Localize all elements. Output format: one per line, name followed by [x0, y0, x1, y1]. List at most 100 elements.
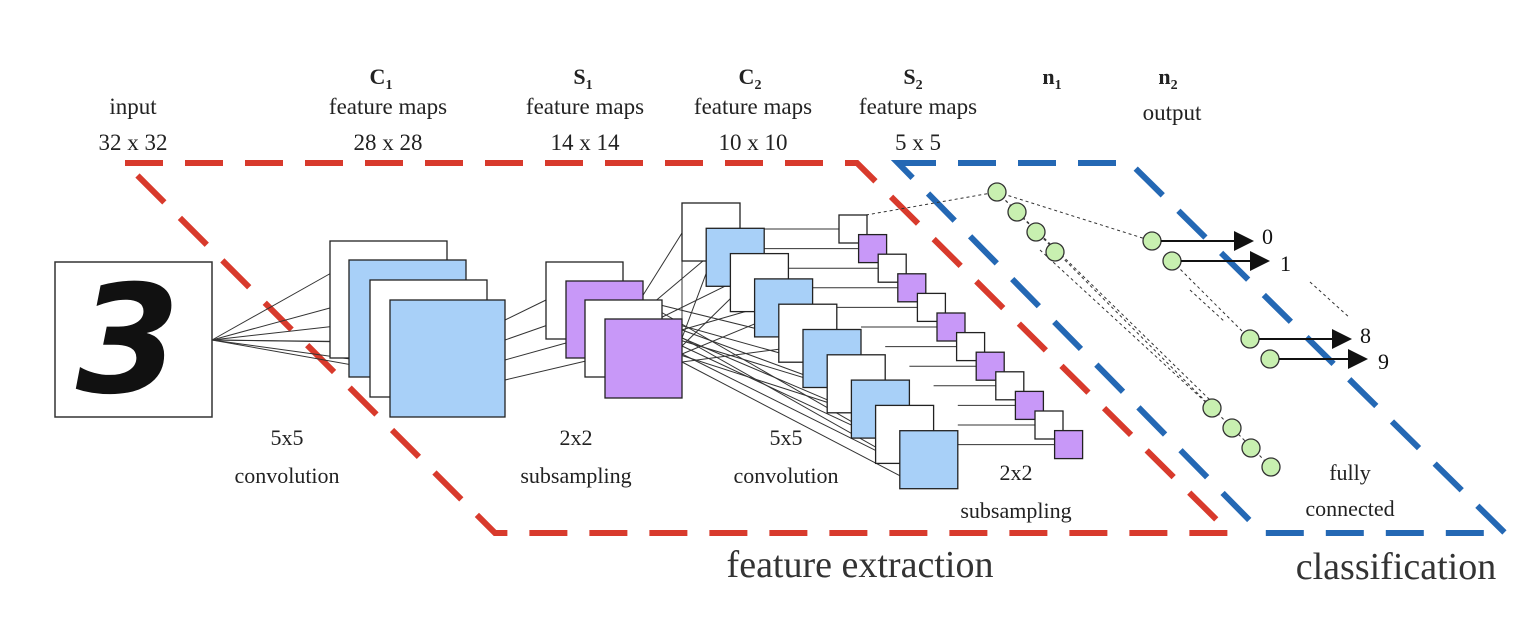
output-label: 1 [1280, 251, 1291, 276]
s2-feature-map-stack [838, 214, 1084, 460]
fc-line1: fully [1329, 460, 1371, 485]
input-image: 3 [54, 254, 213, 428]
fc-connection [865, 191, 998, 216]
fc-connection [1309, 281, 1351, 319]
n1-index: 1 [1055, 78, 1062, 93]
fc-label: fully connected [1305, 460, 1394, 521]
conv2-connection [681, 361, 901, 477]
conv2-connection [681, 298, 731, 347]
conv2-connection [681, 353, 876, 451]
sub1-name: subsampling [520, 463, 631, 488]
conv2-connection [681, 329, 804, 375]
n1-layer-label: n1 [1042, 64, 1061, 93]
c1-layer-label: C1 feature maps 28 x 28 [329, 64, 447, 155]
c2-title: feature maps [694, 94, 812, 119]
s2-size: 5 x 5 [895, 130, 941, 155]
sub2-kernel: 2x2 [1000, 460, 1033, 485]
fc-connection [1039, 249, 1213, 409]
output-arrows: 01 89 [1161, 224, 1389, 374]
s2-index: 2 [916, 78, 923, 93]
output-label: 8 [1360, 323, 1371, 348]
s2-title: feature maps [859, 94, 977, 119]
output-neuron [1162, 251, 1182, 271]
c1-letter: C [370, 64, 386, 89]
output-neuron [1142, 231, 1162, 251]
n2-letter: n [1158, 64, 1170, 89]
hidden-neuron [1045, 242, 1065, 262]
svg-text:S1: S1 [573, 64, 592, 93]
s2-map [897, 273, 927, 303]
s2-map [1053, 429, 1084, 460]
fc-connection [1171, 260, 1251, 340]
c2-layer-label: C2 feature maps 10 x 10 [694, 64, 812, 155]
sub1-connection [504, 299, 547, 321]
c2-index: 2 [754, 78, 761, 93]
output-neuron [1260, 349, 1280, 369]
hidden-neuron [1222, 418, 1242, 438]
s2-letter: S [903, 64, 915, 89]
sub1-kernel: 2x2 [560, 425, 593, 450]
c1-title: feature maps [329, 94, 447, 119]
hidden-neuron [1007, 202, 1027, 222]
c1-map [389, 299, 506, 418]
output-neuron [1240, 329, 1260, 349]
c2-feature-map-stack [681, 202, 959, 490]
s2-map [1014, 390, 1045, 421]
feature-extraction-region [117, 160, 1238, 536]
input-layer-label: input 32 x 32 [99, 94, 168, 155]
conv1-label: 5x5 convolution [234, 425, 339, 488]
svg-text:C1: C1 [370, 64, 393, 93]
input-size: 32 x 32 [99, 130, 168, 155]
c1-index: 1 [385, 78, 392, 93]
output-label: 9 [1378, 349, 1389, 374]
input-digit: 3 [76, 254, 180, 428]
s1-feature-map-stack [545, 261, 683, 399]
fc-connection [1189, 289, 1226, 323]
conv2-connection [681, 323, 755, 355]
conv1-connection [211, 301, 353, 341]
hidden-neuron [1202, 398, 1222, 418]
conv1-name: convolution [234, 463, 339, 488]
s1-layer-label: S1 feature maps 14 x 14 [526, 64, 644, 155]
classification-label: classification [1296, 546, 1496, 588]
conv1-connection [211, 271, 334, 341]
hidden-neuron [987, 182, 1007, 202]
c1-feature-map-stack [329, 240, 506, 418]
c2-size: 10 x 10 [719, 130, 788, 155]
conv2-connection [681, 337, 828, 401]
n2-index: 2 [1171, 78, 1178, 93]
s1-letter: S [573, 64, 585, 89]
c1-size: 28 x 28 [354, 130, 423, 155]
s1-title: feature maps [526, 94, 644, 119]
conv2-kernel: 5x5 [770, 425, 803, 450]
hidden-neuron [1026, 222, 1046, 242]
hidden-neuron [1261, 457, 1281, 477]
fc-line2: connected [1305, 496, 1394, 521]
sub2-label: 2x2 subsampling [960, 460, 1071, 523]
fully-connected-neurons [987, 182, 1281, 477]
svg-text:C2: C2 [739, 64, 762, 93]
conv2-connection [639, 232, 683, 301]
n2-layer-label: n2 output [1143, 64, 1202, 125]
conv2-label: 5x5 convolution [733, 425, 838, 488]
svg-text:n2: n2 [1158, 64, 1177, 93]
feature-extraction-label: feature extraction [727, 544, 994, 586]
s2-map [975, 351, 1005, 381]
svg-text:n1: n1 [1042, 64, 1061, 93]
c2-letter: C [739, 64, 755, 89]
s2-layer-label: S2 feature maps 5 x 5 [859, 64, 977, 155]
classification-region [890, 160, 1513, 536]
hidden-neuron [1241, 438, 1261, 458]
input-title: input [109, 94, 157, 119]
fc-connection [996, 191, 1272, 468]
output-label: 0 [1262, 224, 1273, 249]
s1-map [604, 318, 683, 399]
svg-text:S2: S2 [903, 64, 922, 93]
s1-size: 14 x 14 [551, 130, 621, 155]
sub1-label: 2x2 subsampling [520, 425, 631, 488]
conv1-kernel: 5x5 [271, 425, 304, 450]
conv1-connection [211, 339, 353, 343]
n1-letter: n [1042, 64, 1054, 89]
n2-title: output [1143, 100, 1202, 125]
